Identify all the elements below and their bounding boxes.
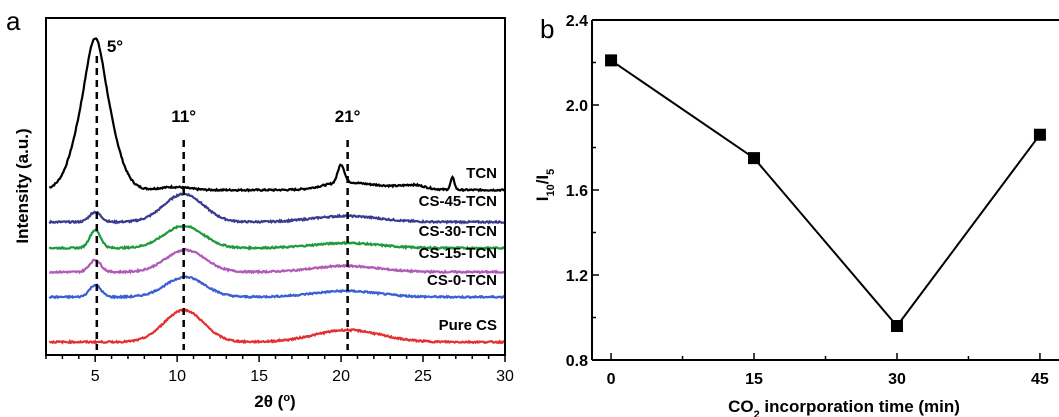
series-line-pure-cs xyxy=(48,308,505,345)
reference-label: 5° xyxy=(107,37,123,56)
plot-frame-a xyxy=(45,17,506,356)
y-axis-label-b: I10/I5 xyxy=(533,169,557,202)
series-line-cs-45-tcn xyxy=(48,192,505,225)
x-tick-label-a: 25 xyxy=(414,368,432,385)
series-label: CS-0-TCN xyxy=(427,272,497,289)
x-tick-label-a: 5 xyxy=(91,368,100,385)
y-axis-label-a: Intensity (a.u.) xyxy=(13,128,32,243)
x-tick-label-b: 45 xyxy=(1031,371,1049,388)
data-point-b xyxy=(890,320,903,332)
data-point-b xyxy=(748,152,761,165)
series-line-cs-30-tcn xyxy=(48,224,505,251)
reference-label: 11° xyxy=(171,107,196,126)
x-tick-label-b: 0 xyxy=(607,371,616,388)
x-axis-label-b: CO2 incorporation time (min) xyxy=(728,397,960,417)
panel-b-label: b xyxy=(540,14,554,44)
panel-a: a TCN CS-45-TCN CS-30-TCN CS-15-TCN CS-0-TCN… xyxy=(6,6,514,411)
x-tick-label-a: 20 xyxy=(332,368,350,385)
axes-b: 0.8 1.2 1.6 2.0 2.4 0 15 30 45 xyxy=(566,13,1059,388)
series-line-cs-0-tcn xyxy=(48,275,506,300)
y-tick-label-b: 2.0 xyxy=(566,98,588,115)
series-line-tcn xyxy=(48,37,505,193)
x-tick-label-b: 30 xyxy=(888,371,906,388)
series-label: CS-15-TCN xyxy=(419,245,497,262)
y-tick-label-b: 1.6 xyxy=(566,183,588,200)
x-tick-label-a: 10 xyxy=(168,368,186,385)
plot-area-a: TCN CS-45-TCN CS-30-TCN CS-15-TCN CS-0-TCN Pu… xyxy=(48,37,506,350)
x-tick-label-b: 15 xyxy=(745,371,763,388)
reference-label: 21° xyxy=(335,107,361,126)
x-tick-label-a: 30 xyxy=(496,368,514,385)
series-label: CS-45-TCN xyxy=(419,193,497,210)
x-axis-label-a: 2θ (o) xyxy=(254,392,295,411)
y-tick-label-b: 2.4 xyxy=(566,13,588,30)
series-label: CS-30-TCN xyxy=(419,223,497,240)
panel-a-label: a xyxy=(6,6,21,36)
data-line-b xyxy=(610,59,1041,328)
series-label: TCN xyxy=(466,165,497,182)
x-axis-a: 5 10 15 20 25 30 xyxy=(45,355,514,385)
data-point-b xyxy=(1033,128,1046,141)
panel-b: b 0.8 1.2 1.6 2.0 2.4 0 15 30 45 CO2 incorporati… xyxy=(533,13,1059,417)
series-label: Pure CS xyxy=(439,317,497,334)
x-tick-label-a: 15 xyxy=(250,368,268,385)
data-point-b xyxy=(605,54,618,67)
y-tick-label-b: 0.8 xyxy=(566,353,588,370)
series-line-cs-15-tcn xyxy=(49,247,505,275)
plot-area-b xyxy=(605,54,1046,332)
y-tick-label-b: 1.2 xyxy=(566,268,588,285)
